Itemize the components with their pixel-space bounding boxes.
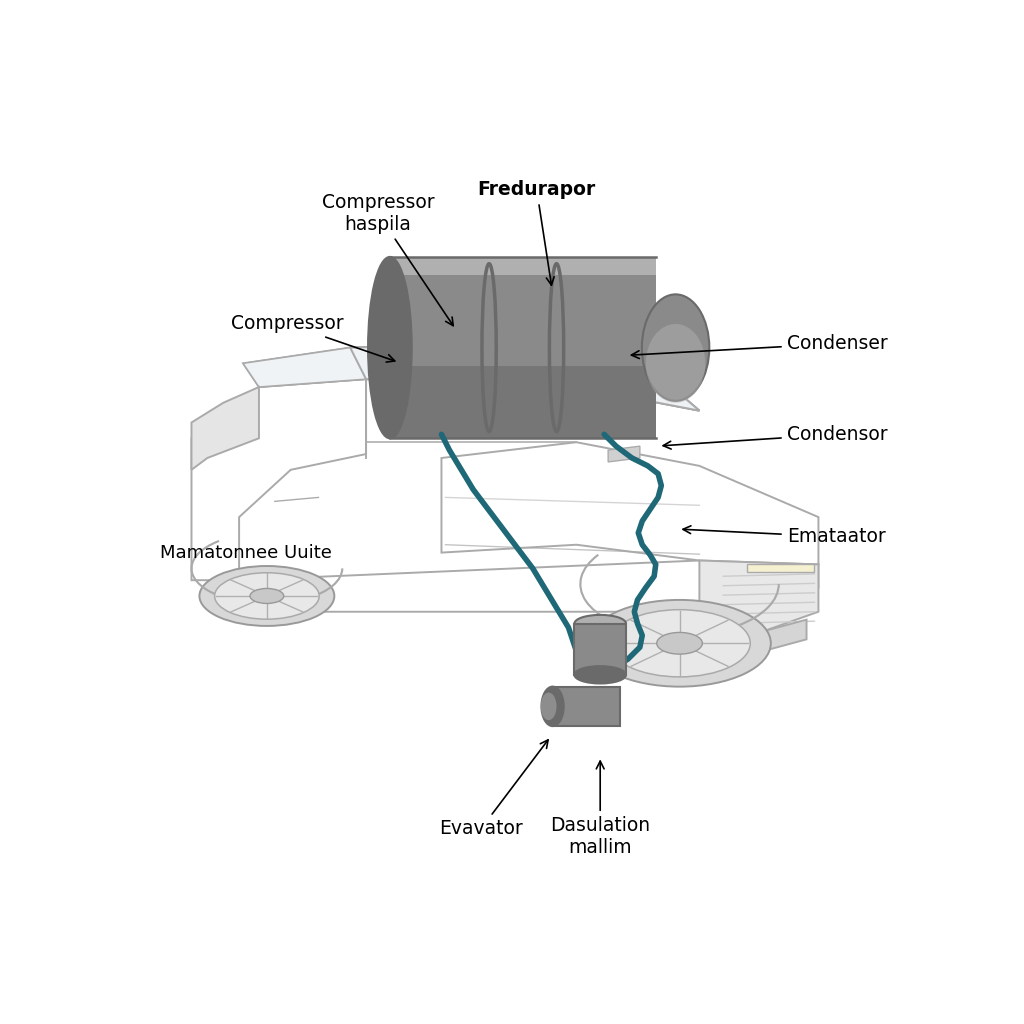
Polygon shape bbox=[390, 257, 655, 438]
Ellipse shape bbox=[542, 687, 563, 726]
Polygon shape bbox=[441, 442, 818, 564]
Ellipse shape bbox=[656, 633, 702, 654]
Ellipse shape bbox=[200, 566, 334, 626]
Text: Dasulation
mallim: Dasulation mallim bbox=[550, 761, 650, 857]
Polygon shape bbox=[191, 387, 259, 470]
Ellipse shape bbox=[646, 324, 706, 402]
Text: Mamatonnee Uuite: Mamatonnee Uuite bbox=[160, 544, 332, 561]
Ellipse shape bbox=[368, 257, 412, 438]
Ellipse shape bbox=[609, 609, 751, 677]
Ellipse shape bbox=[588, 600, 771, 687]
Polygon shape bbox=[699, 620, 807, 651]
Ellipse shape bbox=[250, 589, 284, 603]
Text: Condenser: Condenser bbox=[632, 334, 888, 358]
Ellipse shape bbox=[574, 667, 626, 683]
Text: Compressor
haspila: Compressor haspila bbox=[322, 194, 454, 326]
Text: Condensor: Condensor bbox=[664, 425, 888, 450]
Polygon shape bbox=[240, 560, 818, 611]
Polygon shape bbox=[350, 344, 699, 411]
Polygon shape bbox=[748, 564, 814, 572]
Ellipse shape bbox=[215, 572, 319, 620]
Polygon shape bbox=[390, 366, 655, 438]
Polygon shape bbox=[390, 257, 655, 275]
Ellipse shape bbox=[541, 692, 557, 720]
Ellipse shape bbox=[642, 294, 710, 400]
Polygon shape bbox=[553, 687, 620, 726]
Polygon shape bbox=[608, 446, 640, 462]
Polygon shape bbox=[350, 344, 699, 411]
Text: Emataator: Emataator bbox=[683, 525, 886, 547]
Polygon shape bbox=[574, 624, 626, 675]
Text: Evavator: Evavator bbox=[439, 740, 548, 838]
Ellipse shape bbox=[574, 614, 626, 632]
Polygon shape bbox=[191, 379, 367, 581]
Polygon shape bbox=[243, 347, 367, 387]
Polygon shape bbox=[699, 560, 818, 632]
Text: Compressor: Compressor bbox=[231, 314, 395, 362]
Text: Fredurapor: Fredurapor bbox=[477, 180, 596, 285]
Polygon shape bbox=[243, 344, 699, 411]
